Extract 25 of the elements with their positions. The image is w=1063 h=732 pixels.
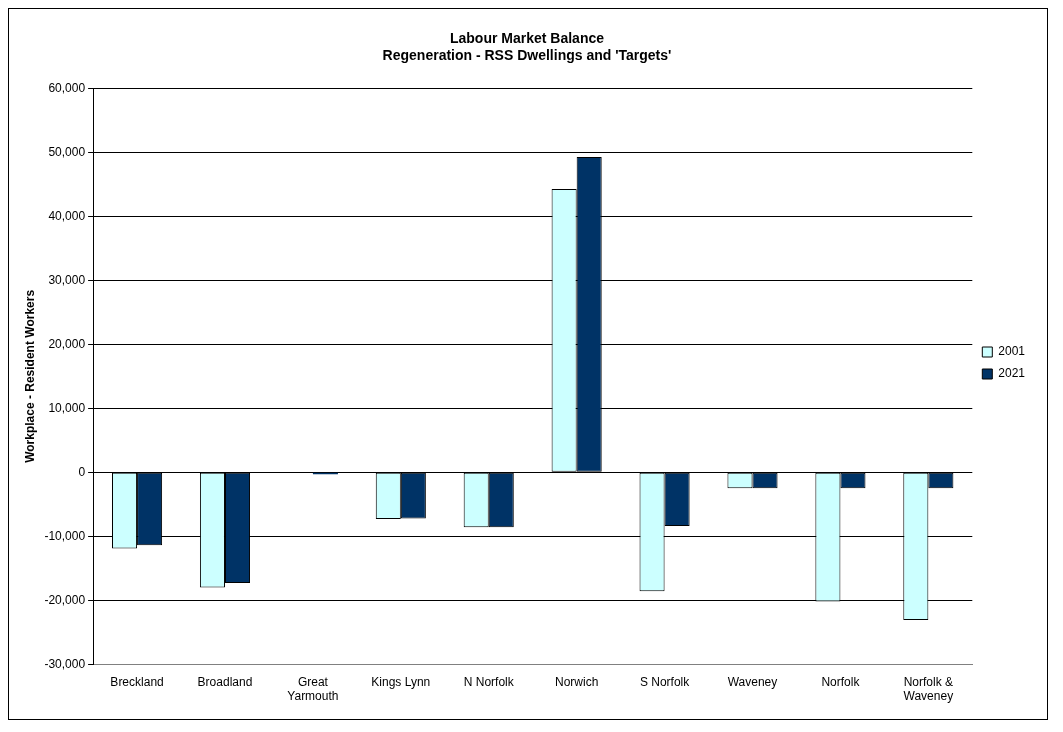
x-tick-label: Kings Lynn xyxy=(371,674,431,689)
y-tick-label: -20,000 xyxy=(44,592,86,607)
x-tick-label: Norwich xyxy=(554,674,599,689)
chart-subtitle: Regeneration - RSS Dwellings and 'Targets' xyxy=(382,47,672,64)
y-tick-label: 30,000 xyxy=(48,272,86,287)
y-tick-label: 40,000 xyxy=(48,208,86,223)
chart-title: Labour Market Balance xyxy=(449,30,605,47)
y-axis-title: Workplace - Resident Workers xyxy=(22,289,37,463)
x-tick-label: Waveney xyxy=(727,674,778,689)
y-tick-label: 0 xyxy=(78,464,86,479)
x-tick-label: N Norfolk xyxy=(463,674,515,689)
x-tick-label: Great Yarmouth xyxy=(287,674,339,704)
x-tick-label: S Norfolk xyxy=(639,674,691,689)
y-tick-label: 10,000 xyxy=(48,400,86,415)
x-tick-label: Norfolk & Waveney xyxy=(903,674,954,704)
y-tick-label: -10,000 xyxy=(44,528,86,543)
x-tick-label: Norfolk xyxy=(821,674,861,689)
x-tick-label: Broadland xyxy=(197,674,253,689)
legend-label: 2001 xyxy=(998,344,1026,359)
y-tick-label: 50,000 xyxy=(48,144,86,159)
x-tick-label: Breckland xyxy=(110,674,164,689)
y-tick-label: 60,000 xyxy=(48,80,86,95)
legend-label: 2021 xyxy=(998,366,1026,381)
y-tick-label: -30,000 xyxy=(44,656,86,671)
y-tick-label: 20,000 xyxy=(48,336,86,351)
